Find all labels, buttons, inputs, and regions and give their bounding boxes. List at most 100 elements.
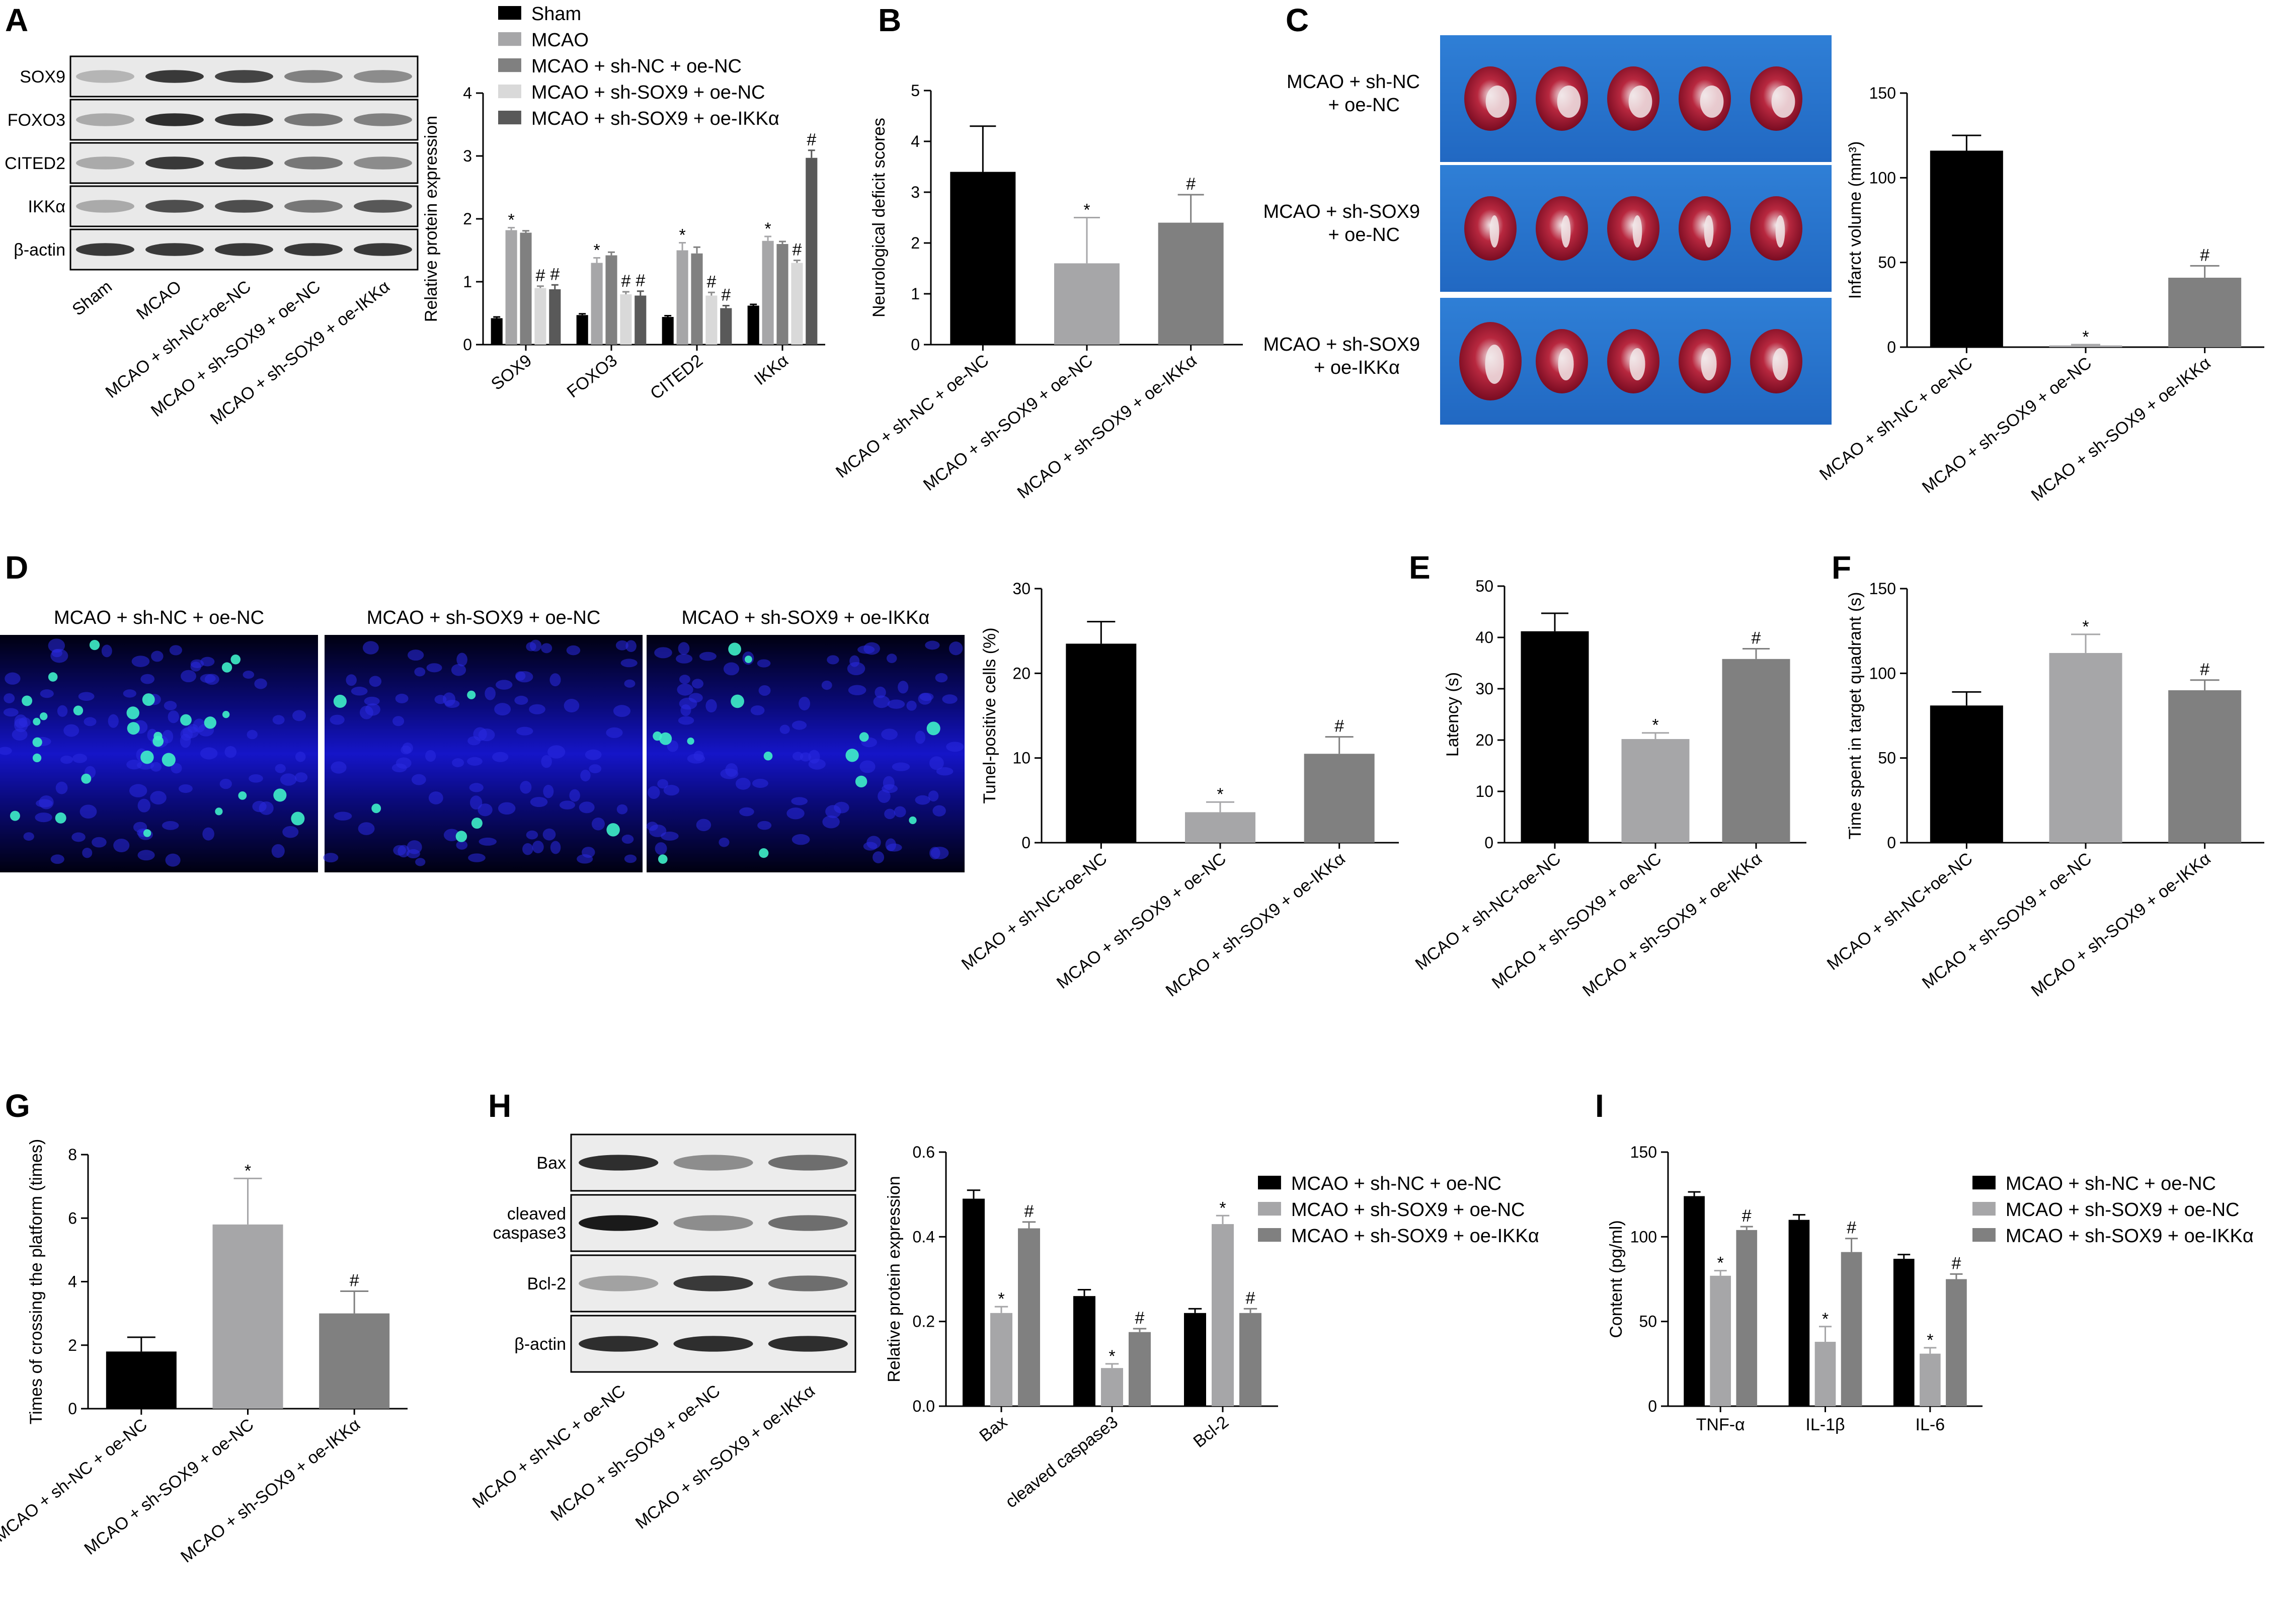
tunel-positive-cell xyxy=(81,773,92,784)
significance-mark: # xyxy=(1847,1219,1856,1238)
dapi-nucleus xyxy=(808,750,820,764)
dapi-nucleus xyxy=(48,638,65,653)
dapi-nucleus xyxy=(930,846,949,859)
dapi-nucleus xyxy=(50,854,64,864)
dapi-nucleus xyxy=(526,830,538,840)
blot-band-label: caspase3 xyxy=(493,1224,566,1243)
significance-mark: # xyxy=(621,272,630,291)
dapi-nucleus xyxy=(39,795,54,809)
tunel-positive-cell xyxy=(10,810,20,821)
y-tick-label: 50 xyxy=(1639,1313,1657,1331)
blot-band xyxy=(673,1275,753,1291)
dapi-nucleus xyxy=(620,659,638,668)
dapi-nucleus xyxy=(925,640,940,650)
significance-mark: # xyxy=(1024,1202,1034,1221)
blot-band-label: IKKα xyxy=(28,197,65,216)
tunel-positive-cell xyxy=(855,775,867,788)
x-tick-label: MCAO + sh-SOX9 + oe-NC xyxy=(81,1415,257,1559)
dapi-nucleus xyxy=(219,778,232,789)
y-tick-label: 3 xyxy=(911,183,920,201)
bar xyxy=(1920,1353,1941,1406)
dapi-nucleus xyxy=(200,747,218,760)
dapi-nucleus xyxy=(35,813,52,823)
brain-group-label: + oe-NC xyxy=(1328,95,1400,116)
dapi-nucleus xyxy=(84,717,97,726)
tunel-positive-cell xyxy=(32,737,42,747)
dapi-nucleus xyxy=(821,680,832,690)
dapi-nucleus xyxy=(885,838,896,852)
significance-mark: * xyxy=(2082,328,2089,347)
tunel-positive-cell xyxy=(759,848,769,858)
chart-b-neuro-scores: 0 1 2 3 4 5 Neurological deficit scores MCAO + … xyxy=(832,82,1243,503)
x-tick-label: CITED2 xyxy=(647,351,706,403)
y-tick-label: 1 xyxy=(463,273,472,291)
significance-mark: # xyxy=(706,272,716,291)
dapi-nucleus xyxy=(392,716,405,726)
y-tick-label: 4 xyxy=(911,132,920,150)
blot-band xyxy=(215,113,273,126)
dapi-nucleus xyxy=(271,844,285,858)
dapi-nucleus xyxy=(549,673,561,687)
infarct-area xyxy=(1628,86,1652,118)
legend-swatch xyxy=(498,6,521,20)
dapi-nucleus xyxy=(181,670,196,683)
dapi-nucleus xyxy=(566,645,581,656)
y-tick-label: 30 xyxy=(1012,580,1031,598)
bar xyxy=(1239,1313,1261,1406)
dapi-nucleus xyxy=(171,763,182,774)
bar xyxy=(2049,345,2122,347)
significance-mark: # xyxy=(1135,1309,1145,1328)
blot-lane-label: MCAO + sh-SOX9 + oe-IKKα xyxy=(632,1381,819,1532)
dapi-nucleus xyxy=(473,727,487,741)
dapi-nucleus xyxy=(569,789,580,802)
dapi-nucleus xyxy=(3,708,19,717)
dapi-nucleus xyxy=(834,801,849,814)
blot-band xyxy=(215,156,273,170)
dapi-nucleus xyxy=(294,772,308,783)
blot-band xyxy=(145,243,204,256)
y-tick-label: 0 xyxy=(68,1400,77,1418)
significance-mark: * xyxy=(508,211,514,230)
dapi-nucleus xyxy=(898,681,909,694)
tunel-positive-cell xyxy=(39,712,48,720)
tunel-positive-cell xyxy=(763,751,773,761)
blot-band xyxy=(673,1155,753,1171)
dapi-nucleus xyxy=(150,791,167,805)
dapi-nucleus xyxy=(434,695,447,704)
dapi-nucleus xyxy=(393,845,407,856)
dapi-nucleus xyxy=(589,764,602,773)
dapi-nucleus xyxy=(677,683,693,696)
dapi-nucleus xyxy=(863,642,880,655)
infarct-area xyxy=(1485,345,1504,384)
dapi-nucleus xyxy=(878,789,891,803)
dapi-nucleus xyxy=(663,785,680,796)
bar xyxy=(534,288,546,345)
y-tick-label: 100 xyxy=(1869,664,1896,682)
dapi-nucleus xyxy=(323,853,339,863)
bar xyxy=(620,294,632,345)
blot-band xyxy=(354,113,412,126)
dapi-nucleus xyxy=(514,695,528,705)
bar xyxy=(1304,754,1375,843)
dapi-nucleus xyxy=(779,724,790,734)
significance-mark: * xyxy=(1927,1331,1933,1350)
legend-label: MCAO + sh-SOX9 + oe-NC xyxy=(2006,1199,2240,1221)
tunel-positive-cell xyxy=(467,690,476,699)
dapi-nucleus xyxy=(469,795,483,810)
tunel-positive-cell xyxy=(745,656,752,663)
blot-band xyxy=(768,1336,848,1352)
dapi-nucleus xyxy=(935,673,948,683)
dapi-nucleus xyxy=(873,851,885,863)
dapi-nucleus xyxy=(882,784,898,793)
blot-band xyxy=(284,156,343,170)
tunel-positive-cell xyxy=(230,655,241,665)
dapi-nucleus xyxy=(468,853,486,862)
chart-a-protein-expression: 0 1 2 3 4 Relative protein expression * # # SOX9 *… xyxy=(422,4,825,403)
dapi-nucleus xyxy=(791,720,807,730)
y-tick-label: 0.2 xyxy=(913,1313,935,1331)
dapi-nucleus xyxy=(625,640,637,653)
legend-label: MCAO + sh-SOX9 + oe-NC xyxy=(1291,1199,1525,1221)
